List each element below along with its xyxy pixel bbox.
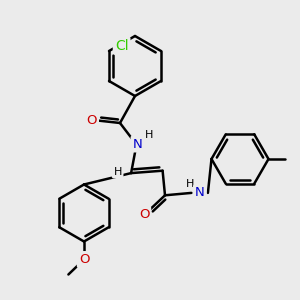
Text: N: N [195,186,205,200]
Text: H: H [186,179,195,189]
Text: O: O [79,253,89,266]
Text: N: N [133,137,142,151]
Text: O: O [139,208,149,221]
Text: Cl: Cl [115,39,128,52]
Text: H: H [113,167,122,177]
Text: O: O [87,114,97,127]
Text: H: H [145,130,153,140]
